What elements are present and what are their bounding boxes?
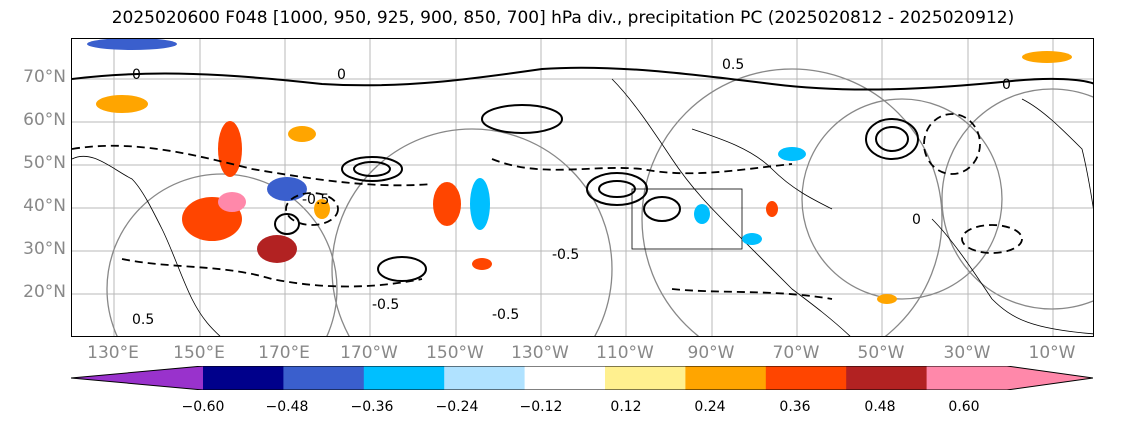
- lon-label-150W: 150°W: [426, 343, 484, 363]
- contour-label: -0.5: [552, 247, 579, 263]
- contour-labels: 0 0.5 -0.5 -0.5 0 0.5 -0.5 0 -0.5 0: [132, 57, 1011, 328]
- precip-fill: [87, 39, 1072, 304]
- lon-label-130W: 130°W: [511, 343, 569, 363]
- lat-label-60: 60°N: [23, 110, 66, 130]
- colorbar-tick: 0.12: [610, 399, 642, 415]
- colorbar-segment: [363, 366, 445, 390]
- colorbar-tick: −0.60: [181, 399, 225, 415]
- colorbar: [71, 366, 1093, 390]
- colorbar-segment: [283, 366, 365, 390]
- colorbar-segment: [685, 366, 767, 390]
- lon-label-130E: 130°E: [87, 343, 139, 363]
- lon-label-50W: 50°W: [857, 343, 905, 363]
- contour-label: 0: [912, 212, 921, 228]
- colorbar-segment: [605, 366, 686, 390]
- coastlines: [72, 78, 1093, 336]
- colorbar-tick: −0.48: [265, 399, 309, 415]
- colorbar-segment: [444, 366, 526, 390]
- lat-label-50: 50°N: [23, 153, 66, 173]
- colorbar-tick: −0.12: [519, 399, 563, 415]
- colorbar-tick: 0.60: [948, 399, 980, 415]
- contour-label: -0.5: [492, 307, 519, 323]
- colorbar-segment: [524, 366, 606, 390]
- lat-label-70: 70°N: [23, 67, 66, 87]
- lon-label-170E: 170°E: [258, 343, 310, 363]
- map-canvas: 0 0.5 -0.5 -0.5 0 0.5 -0.5 0 -0.5 0: [72, 39, 1093, 336]
- lon-label-170W: 170°W: [340, 343, 398, 363]
- lon-label-90W: 90°W: [687, 343, 735, 363]
- contours-solid: [72, 66, 1093, 282]
- lat-label-20: 20°N: [23, 282, 66, 302]
- contours-dashed: [72, 113, 1023, 300]
- lon-label-70W: 70°W: [772, 343, 820, 363]
- map-panel: 0 0.5 -0.5 -0.5 0 0.5 -0.5 0 -0.5 0: [71, 38, 1094, 337]
- colorbar-arrow-left: [71, 366, 203, 390]
- contour-label: 0.5: [132, 312, 154, 328]
- graticule: [72, 39, 1093, 336]
- colorbar-segment: [203, 366, 284, 390]
- lat-label-30: 30°N: [23, 239, 66, 259]
- colorbar-tick: −0.36: [350, 399, 394, 415]
- colorbar-arrow-right: [1007, 366, 1093, 390]
- colorbar-segment: [926, 366, 1008, 390]
- lon-label-110W: 110°W: [596, 343, 654, 363]
- contour-label: 0: [337, 67, 346, 83]
- contour-label: 0: [132, 67, 141, 83]
- colorbar-tick: 0.24: [694, 399, 726, 415]
- lat-label-40: 40°N: [23, 196, 66, 216]
- colorbar-segment: [765, 366, 847, 390]
- lon-label-30W: 30°W: [943, 343, 991, 363]
- grey-circles: [106, 68, 1093, 336]
- lon-label-10W: 10°W: [1028, 343, 1076, 363]
- contour-label: 0: [1002, 77, 1011, 93]
- lon-label-150E: 150°E: [173, 343, 225, 363]
- colorbar-tick: 0.36: [779, 399, 811, 415]
- contour-label: 0.5: [722, 57, 744, 73]
- map-title: 2025020600 F048 [1000, 950, 925, 900, 85…: [111, 8, 1015, 28]
- contour-label: -0.5: [302, 192, 329, 208]
- colorbar-tick: 0.48: [864, 399, 896, 415]
- contour-label: -0.5: [372, 297, 399, 313]
- colorbar-tick: −0.24: [435, 399, 479, 415]
- colorbar-segment: [846, 366, 928, 390]
